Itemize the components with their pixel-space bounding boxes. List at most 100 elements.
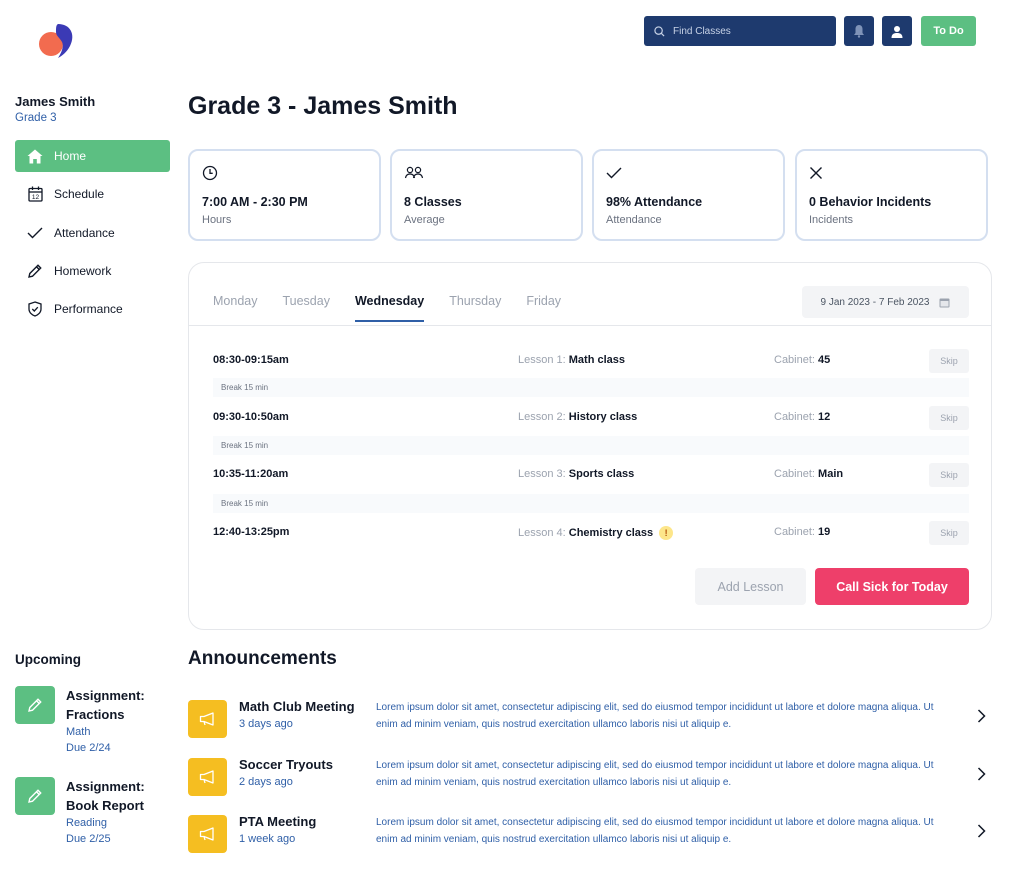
lesson-row: 12:40-13:25pm Lesson 4: Chemistry class!… [213,521,969,545]
cabinet: Cabinet: 19 [774,526,831,538]
search-icon [654,25,665,37]
upcoming-item-subject: Reading [66,817,107,829]
cabinet: Cabinet: 12 [774,411,831,423]
pencil-icon [26,262,44,280]
announcement-description: Lorem ipsum dolor sit amet, consectetur … [376,817,934,845]
lesson-name: Lesson 2: History class [518,411,638,423]
megaphone-icon [188,758,227,796]
user-icon [891,25,903,38]
cabinet: Cabinet: 45 [774,354,831,366]
sidebar-item-label: Attendance [54,225,115,240]
svg-text:12: 12 [31,194,39,201]
skip-button[interactable]: Skip [929,521,969,545]
notifications-button[interactable] [844,16,874,46]
tabs-divider [189,325,991,326]
chevron-right-icon[interactable] [977,824,986,843]
stat-value: 0 Behavior Incidents [809,195,932,209]
sidebar-nav: Home 12 Schedule Attendance Homework Per… [15,140,170,331]
break-row: Break 15 min [213,494,969,513]
announcement-time: 1 week ago [239,833,296,845]
shield-icon [26,300,44,318]
lesson-time: 09:30-10:50am [213,411,289,423]
megaphone-icon [188,815,227,853]
tab-monday[interactable]: Monday [213,294,258,308]
stat-card-attendance: 98% Attendance Attendance [592,149,785,241]
stat-card-classes: 8 Classes Average [390,149,583,241]
sidebar-item-home[interactable]: Home [15,140,170,172]
sidebar-item-label: Home [54,149,87,163]
announcement-item[interactable]: Soccer Tryouts 2 days ago Lorem ipsum do… [188,757,992,797]
announcement-name: PTA Meeting [239,814,317,829]
stat-value: 7:00 AM - 2:30 PM [202,195,308,209]
home-icon [26,147,44,165]
sidebar-item-attendance[interactable]: Attendance [15,217,170,249]
warning-icon: ! [659,526,674,540]
stat-label: Hours [202,214,232,226]
announcement-description: Lorem ipsum dolor sit amet, consectetur … [376,702,934,730]
chevron-right-icon[interactable] [977,709,986,728]
add-lesson-button[interactable]: Add Lesson [695,568,806,605]
announcement-item[interactable]: PTA Meeting 1 week ago Lorem ipsum dolor… [188,814,992,854]
upcoming-item-due: Due 2/24 [66,742,111,754]
skip-button[interactable]: Skip [929,349,969,373]
calendar-icon: 12 [26,185,44,203]
announcements-title: Announcements [188,648,337,669]
stat-card-incidents: 0 Behavior Incidents Incidents [795,149,988,241]
stat-value: 98% Attendance [606,195,703,209]
lesson-name: Lesson 4: Chemistry class! [518,526,674,540]
upcoming-item-title: Assignment: Fractions [66,688,145,722]
announcement-time: 3 days ago [239,718,293,730]
lesson-time: 10:35-11:20am [213,468,289,480]
sidebar-item-label: Schedule [54,187,105,202]
announcement-name: Math Club Meeting [239,699,355,714]
tab-friday[interactable]: Friday [526,294,562,308]
date-range-picker[interactable]: 9 Jan 2023 - 7 Feb 2023 [802,286,969,318]
pencil-icon [15,777,55,815]
call-sick-button[interactable]: Call Sick for Today [815,568,969,605]
upcoming-item-title: Assignment: Book Report [66,779,145,813]
profile-button[interactable] [882,16,912,46]
announcement-item[interactable]: Math Club Meeting 3 days ago Lorem ipsum… [188,699,992,739]
lesson-name: Lesson 3: Sports class [518,468,635,480]
tab-thursday[interactable]: Thursday [449,294,502,308]
upcoming-title: Upcoming [15,652,81,667]
skip-button[interactable]: Skip [929,406,969,430]
schedule-panel: Monday Tuesday Wednesday Thursday Friday… [188,262,992,630]
sidebar-item-homework[interactable]: Homework [15,255,170,287]
tab-tuesday[interactable]: Tuesday [282,294,330,308]
lesson-time: 08:30-09:15am [213,354,289,366]
stat-label: Average [404,214,445,226]
search-bar[interactable] [644,16,836,46]
x-icon [809,163,974,183]
upcoming-item-subject: Math [66,726,91,738]
pencil-icon [15,686,55,724]
sidebar-item-label: Performance [54,302,123,317]
break-row: Break 15 min [213,378,969,397]
skip-button[interactable]: Skip [929,463,969,487]
search-input[interactable] [673,25,823,37]
stat-card-hours: 7:00 AM - 2:30 PM Hours [188,149,381,241]
app-logo[interactable] [36,20,78,62]
tab-wednesday[interactable]: Wednesday [354,294,425,322]
todo-button[interactable]: To Do [921,16,976,46]
megaphone-icon [188,700,227,738]
users-icon [404,163,569,183]
cabinet: Cabinet: Main [774,468,844,480]
stat-value: 8 Classes [404,195,462,209]
bell-icon [854,25,864,38]
calendar-icon [939,298,950,307]
check-icon [26,224,44,242]
clock-icon [202,163,367,183]
break-row: Break 15 min [213,436,969,455]
sidebar-item-performance[interactable]: Performance [15,293,170,325]
announcement-time: 2 days ago [239,776,293,788]
check-icon [606,163,771,183]
stat-label: Incidents [809,214,854,226]
chevron-right-icon[interactable] [977,767,986,786]
lesson-time: 12:40-13:25pm [213,526,290,538]
sidebar-item-schedule[interactable]: 12 Schedule [15,178,170,210]
date-range-text: 9 Jan 2023 - 7 Feb 2023 [820,296,930,308]
lesson-name: Lesson 1: Math class [518,354,626,366]
lesson-row: 10:35-11:20am Lesson 3: Sports class Cab… [213,463,969,487]
upcoming-item-due: Due 2/25 [66,833,111,845]
